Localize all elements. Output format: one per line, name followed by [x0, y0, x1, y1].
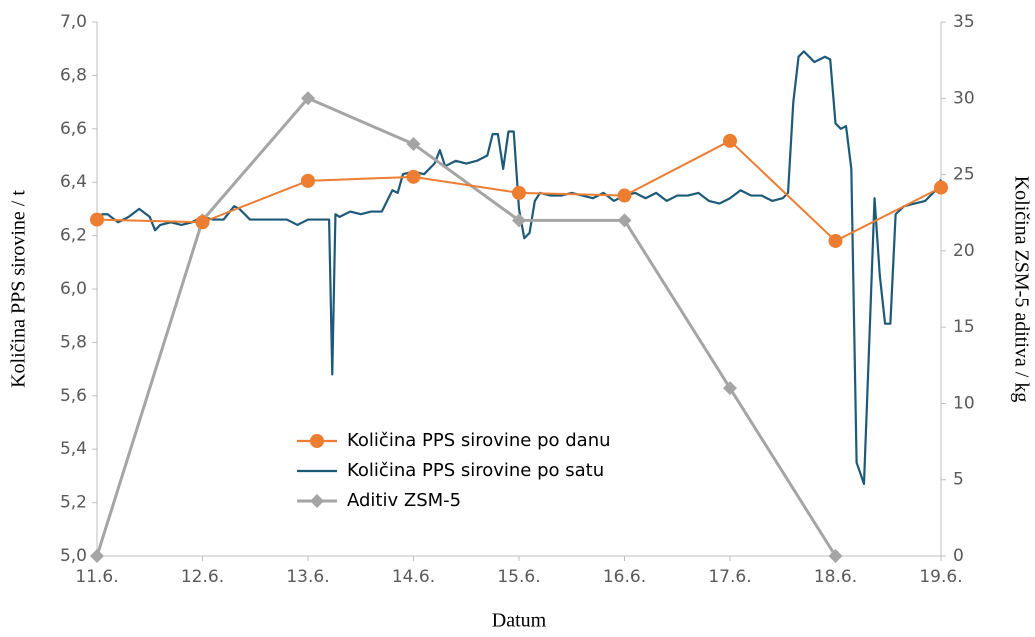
y-tick-label: 5,4 [60, 439, 87, 459]
series-line [96, 50, 942, 486]
legend-label: Količina PPS sirovine po danu [347, 430, 611, 451]
y-axis-title: Količina PPS sirovine / t [8, 190, 30, 388]
y2-tick-label: 30 [953, 88, 975, 108]
series-line [95, 96, 837, 557]
x-tick-label: 11.6. [75, 567, 118, 587]
point [828, 233, 843, 248]
x-tick-label: 14.6. [392, 567, 435, 587]
y-tick-label: 6,2 [60, 226, 87, 246]
point [828, 549, 843, 563]
y-tick-label: 7,0 [60, 12, 87, 32]
x-tick-label: 18.6. [814, 567, 857, 587]
point [512, 185, 526, 200]
x-tick-label: 16.6. [603, 567, 646, 587]
x-axis-title: Datum [492, 610, 547, 632]
y-tick-label: 6,4 [60, 172, 87, 192]
y2-tick-label: 35 [953, 12, 975, 32]
point [90, 549, 104, 563]
y2-tick-label: 0 [953, 546, 964, 566]
y2-tick-label: 20 [953, 241, 975, 261]
y2-tick-label: 5 [953, 470, 964, 490]
legend-label: Količina PPS sirovine po satu [347, 460, 604, 481]
point [301, 91, 315, 106]
point [406, 169, 421, 184]
point [301, 173, 315, 188]
y2-axis-title: Količina ZSM-5 aditiva / kg [1010, 176, 1032, 403]
point [617, 213, 632, 228]
x-tick-label: 13.6. [286, 567, 329, 587]
legend-marker [310, 434, 324, 448]
point [90, 212, 104, 227]
point [406, 137, 421, 152]
x-tick-label: 15.6. [497, 567, 540, 587]
legend-label: Aditiv ZSM-5 [347, 490, 461, 511]
x-tick-label: 17.6. [708, 567, 751, 587]
point [512, 213, 526, 228]
x-tick-label: 19.6. [919, 567, 962, 587]
x-tick-label: 12.6. [181, 567, 224, 587]
y-tick-label: 5,2 [60, 493, 87, 513]
point [723, 133, 737, 148]
y2-tick-label: 15 [953, 317, 975, 337]
point [934, 180, 948, 195]
y-tick-label: 6,6 [60, 119, 87, 139]
y2-tick-label: 10 [953, 393, 975, 413]
y-tick-label: 6,0 [60, 279, 87, 299]
y-tick-label: 5,0 [60, 546, 87, 566]
y2-tick-label: 25 [953, 165, 975, 185]
y-tick-label: 6,8 [60, 65, 87, 85]
y-tick-label: 5,8 [60, 332, 87, 352]
point [617, 188, 632, 203]
legend-marker [310, 494, 324, 508]
y-tick-label: 5,6 [60, 386, 87, 406]
point [723, 381, 737, 396]
point [195, 215, 210, 230]
